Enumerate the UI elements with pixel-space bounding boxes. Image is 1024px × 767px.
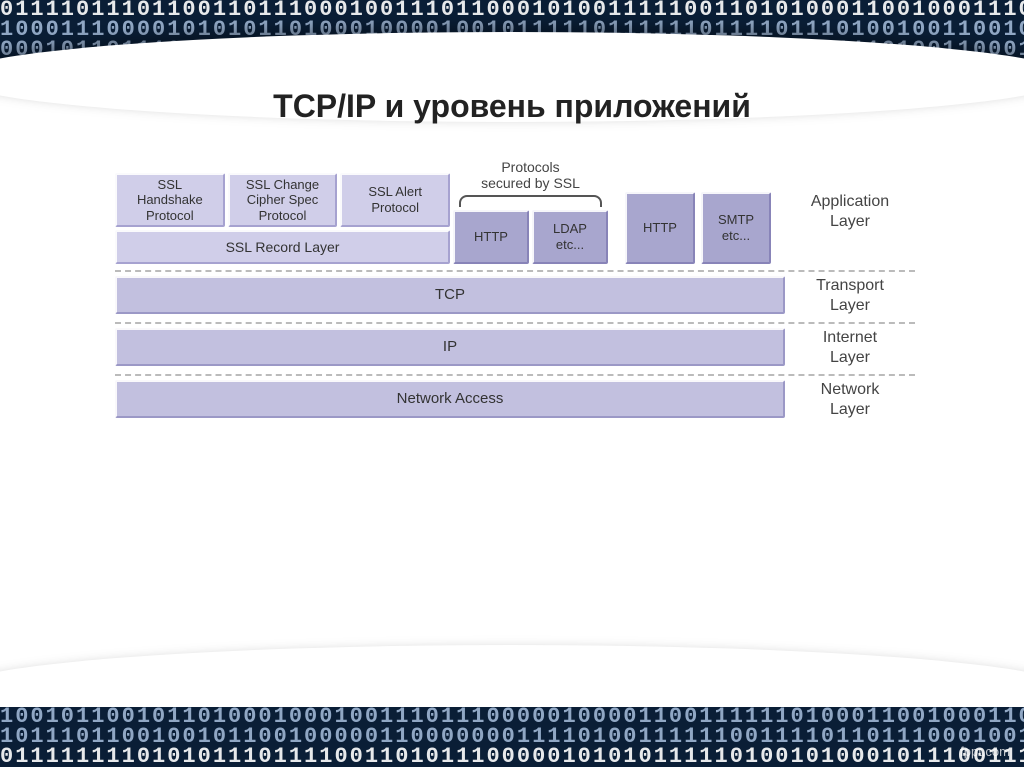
secured-app-box-1: LDAPetc...	[532, 210, 608, 264]
ssl-protocol-box-2: SSL AlertProtocol	[340, 173, 450, 227]
ssl-protocol-box-1: SSL ChangeCipher SpecProtocol	[228, 173, 338, 227]
ssl-protocol-box-0: SSLHandshakeProtocol	[115, 173, 225, 227]
network-access-bar: Network Access	[115, 380, 785, 418]
layer-label-transport: TransportLayer	[785, 276, 915, 316]
layer-transport: TCP TransportLayer	[115, 272, 915, 324]
ssl-column: SSLHandshakeProtocolSSL ChangeCipher Spe…	[115, 173, 450, 264]
tcp-bar: TCP	[115, 276, 785, 314]
layer-application: SSLHandshakeProtocolSSL ChangeCipher Spe…	[115, 155, 915, 272]
layer-label-application: ApplicationLayer	[785, 159, 915, 264]
secured-label: Protocolssecured by SSL	[453, 159, 608, 193]
layer-label-network: NetworkLayer	[785, 380, 915, 420]
secured-app-box-0: HTTP	[453, 210, 529, 264]
ssl-record-layer-box: SSL Record Layer	[115, 230, 450, 264]
plain-app-box-0: HTTP	[625, 192, 695, 264]
plain-app-box-1: SMTPetc...	[701, 192, 771, 264]
ip-bar: IP	[115, 328, 785, 366]
layer-label-internet: InternetLayer	[785, 328, 915, 368]
plain-apps-column: HTTPSMTPetc...	[625, 192, 771, 264]
binary-band-bottom: 1001011001011010001000100111011100000100…	[0, 707, 1024, 767]
slide-title: TCP/IP и уровень приложений	[0, 88, 1024, 125]
bracket-icon	[459, 193, 602, 207]
watermark: fppt.com	[960, 744, 1010, 759]
layer-network: Network Access NetworkLayer	[115, 376, 915, 426]
tcpip-diagram: SSLHandshakeProtocolSSL ChangeCipher Spe…	[115, 155, 915, 426]
secured-column: Protocolssecured by SSL HTTPLDAPetc...	[453, 159, 608, 264]
layer-internet: IP InternetLayer	[115, 324, 915, 376]
